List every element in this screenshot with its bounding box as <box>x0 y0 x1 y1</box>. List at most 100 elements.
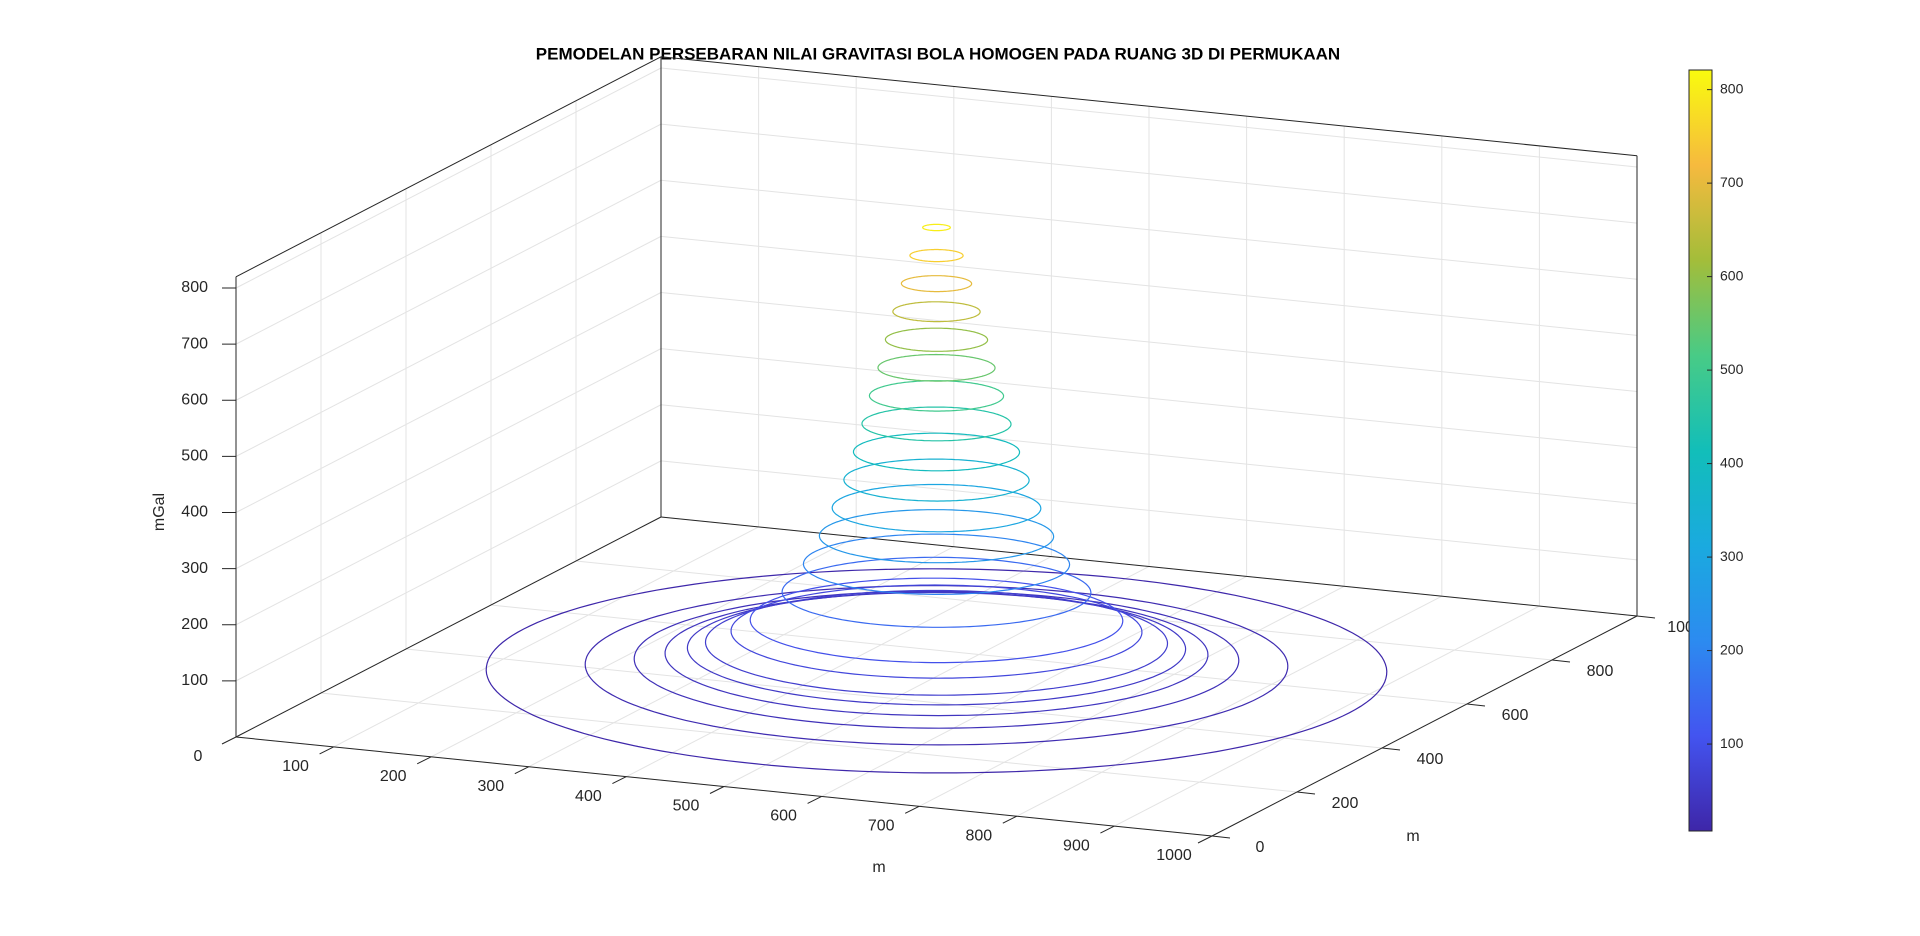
grid-line <box>723 566 1150 787</box>
axis-line <box>1211 615 1638 837</box>
tick-mark <box>1197 835 1213 844</box>
contour-line <box>892 301 981 323</box>
grid-line <box>235 179 662 401</box>
contour-line <box>831 483 1042 533</box>
contour-line <box>900 275 973 293</box>
tick-mark <box>709 786 725 794</box>
grid-line <box>660 460 1638 561</box>
x-tick-label: 400 <box>575 788 602 805</box>
z-tick-label: 200 <box>181 616 208 633</box>
grid-line <box>235 235 662 457</box>
contour-line <box>485 568 1388 774</box>
grid-line <box>1114 605 1540 827</box>
tick-mark <box>1551 659 1571 663</box>
colorbar-tick-label: 800 <box>1720 80 1744 96</box>
contour-line <box>884 327 989 352</box>
tick-mark <box>807 795 822 804</box>
colorbar-tick-label: 500 <box>1720 361 1744 377</box>
contour-line <box>818 509 1055 564</box>
contour-line <box>730 584 1143 679</box>
tick-mark <box>1296 791 1316 795</box>
colorbar-tick-label: 100 <box>1720 735 1744 751</box>
grid-line <box>235 67 662 289</box>
contour-line <box>877 353 996 382</box>
grid-line <box>660 179 1638 280</box>
z-tick-label: 800 <box>181 279 208 296</box>
contour-line <box>704 589 1169 696</box>
x-tick-label: 800 <box>965 827 992 844</box>
y-axis-label: m <box>1406 828 1419 845</box>
colorbar <box>1688 69 1713 832</box>
colorbar-tick-label: 700 <box>1720 174 1744 190</box>
y-tick-label: 800 <box>1587 663 1614 680</box>
y-tick-label: 0 <box>1256 839 1265 856</box>
x-tick-label: 100 <box>282 758 309 775</box>
contour-line <box>781 556 1092 628</box>
z-tick-label: 400 <box>181 504 208 521</box>
contour-line <box>664 591 1209 717</box>
colorbar-tick-label: 300 <box>1720 548 1744 564</box>
tick-mark <box>612 776 627 785</box>
grid-line <box>320 692 1298 793</box>
contour-line <box>843 458 1030 502</box>
z-tick-label: 100 <box>181 672 208 689</box>
z-tick-label: 300 <box>181 560 208 577</box>
x-tick-label: 500 <box>673 798 700 815</box>
grid-line <box>1016 595 1443 817</box>
colorbar-tick-label: 400 <box>1720 454 1744 470</box>
tick-mark <box>1211 835 1231 839</box>
tick-mark <box>1100 825 1115 834</box>
grid-line <box>430 536 857 758</box>
y-tick-label: 200 <box>1332 795 1359 812</box>
contour-line <box>749 577 1124 664</box>
grid-line <box>235 292 662 513</box>
x-tick-label: 300 <box>477 778 504 795</box>
x-tick-label: 0 <box>194 748 203 765</box>
z-tick-label: 500 <box>181 448 208 465</box>
x-tick-label: 1000 <box>1156 847 1192 864</box>
grid-line <box>918 585 1345 807</box>
colorbar-tick-label: 200 <box>1720 641 1744 657</box>
tick-mark <box>1636 615 1656 619</box>
contour-line <box>584 585 1289 746</box>
tick-mark <box>1381 747 1401 751</box>
axis-line <box>235 516 662 738</box>
grid-line <box>575 560 1553 661</box>
contour-line <box>868 380 1005 412</box>
axis-line <box>660 56 1638 157</box>
z-tick-label: 600 <box>181 391 208 408</box>
grid-line <box>490 604 1468 705</box>
contour-line <box>909 248 964 263</box>
contour-line <box>686 591 1187 706</box>
grid-line <box>660 67 1638 168</box>
tick-mark <box>319 746 334 755</box>
y-tick-label: 600 <box>1502 707 1529 724</box>
axis-line <box>235 56 662 278</box>
z-axis-label: mGal <box>151 493 168 531</box>
x-axis-label: m <box>872 859 885 876</box>
tick-mark <box>514 766 530 775</box>
grid-line <box>405 648 1383 749</box>
grid-line <box>660 348 1638 449</box>
colorbar-tick-label: 600 <box>1720 267 1744 283</box>
grid-line <box>660 292 1638 392</box>
grid-line <box>235 404 662 626</box>
grid-line <box>660 123 1638 224</box>
grid-line <box>528 546 955 768</box>
tick-mark <box>904 805 920 814</box>
x-tick-label: 200 <box>380 768 407 785</box>
contour-line <box>922 223 951 232</box>
tick-mark <box>221 736 237 745</box>
y-tick-label: 400 <box>1417 751 1444 768</box>
contour-line <box>852 432 1021 472</box>
grid-line <box>333 526 759 748</box>
contour-line <box>861 406 1012 442</box>
grid-line <box>660 404 1638 505</box>
x-tick-label: 600 <box>770 808 797 825</box>
grid-line <box>235 460 662 682</box>
chart-title: PEMODELAN PERSEBARAN NILAI GRAVITASI BOL… <box>536 44 1340 63</box>
contour-line <box>633 590 1240 729</box>
grid-line <box>235 123 662 345</box>
z-tick-label: 700 <box>181 335 208 352</box>
